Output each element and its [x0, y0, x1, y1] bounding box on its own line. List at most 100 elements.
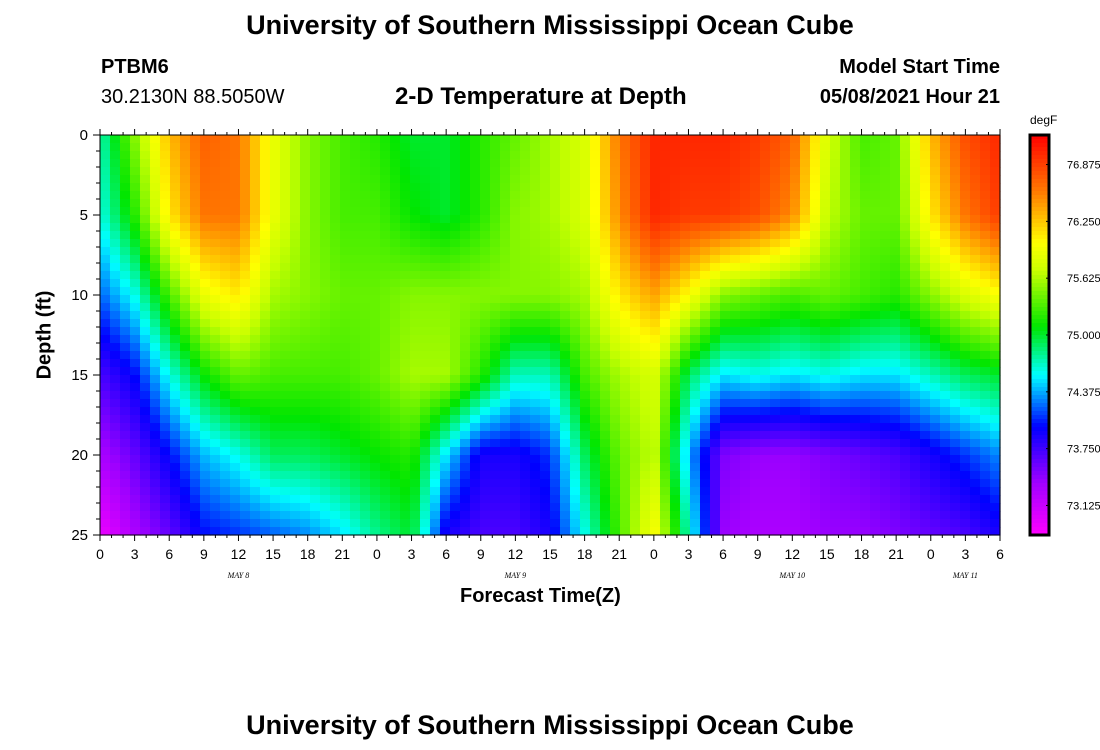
- heatmap-cell: [710, 359, 721, 368]
- heatmap-cell: [850, 247, 861, 256]
- heatmap-cell: [820, 303, 831, 312]
- heatmap-cell: [420, 439, 431, 448]
- heatmap-cell: [290, 287, 301, 296]
- heatmap-cell: [260, 287, 271, 296]
- heatmap-cell: [830, 519, 841, 528]
- heatmap-cell: [650, 375, 661, 384]
- heatmap-cell: [450, 503, 461, 512]
- heatmap-cell: [290, 455, 301, 464]
- heatmap-cell: [200, 335, 211, 344]
- heatmap-cell: [240, 351, 251, 360]
- heatmap-cell: [740, 271, 751, 280]
- heatmap-cell: [380, 471, 391, 480]
- heatmap-cell: [530, 503, 541, 512]
- heatmap-cell: [100, 487, 111, 496]
- heatmap-cell: [870, 399, 881, 408]
- heatmap-cell: [850, 255, 861, 264]
- heatmap-cell: [750, 303, 761, 312]
- heatmap-cell: [640, 255, 651, 264]
- heatmap-cell: [410, 287, 421, 296]
- heatmap-cell: [840, 359, 851, 368]
- heatmap-cell: [240, 279, 251, 288]
- heatmap-cell: [910, 279, 921, 288]
- heatmap-cell: [120, 351, 131, 360]
- heatmap-cell: [990, 423, 1001, 432]
- heatmap-cell: [130, 183, 141, 192]
- heatmap-cell: [200, 383, 211, 392]
- heatmap-cell: [700, 495, 711, 504]
- heatmap-cell: [580, 239, 591, 248]
- heatmap-cell: [210, 487, 221, 496]
- heatmap-cell: [860, 167, 871, 176]
- heatmap-cell: [420, 151, 431, 160]
- colorbar-swatch: [1030, 311, 1049, 316]
- heatmap-cell: [970, 303, 981, 312]
- heatmap-cell: [160, 215, 171, 224]
- heatmap-cell: [660, 455, 671, 464]
- heatmap-cell: [380, 231, 391, 240]
- heatmap-cell: [210, 431, 221, 440]
- heatmap-cell: [150, 319, 161, 328]
- heatmap-cell: [860, 279, 871, 288]
- heatmap-cell: [820, 151, 831, 160]
- heatmap-cell: [560, 311, 571, 320]
- heatmap-cell: [740, 423, 751, 432]
- heatmap-cell: [500, 199, 511, 208]
- colorbar-swatch: [1030, 171, 1049, 176]
- heatmap-cell: [510, 247, 521, 256]
- heatmap-cell: [120, 439, 131, 448]
- heatmap-cell: [790, 279, 801, 288]
- heatmap-cell: [710, 519, 721, 528]
- heatmap-cell: [490, 199, 501, 208]
- heatmap-cell: [290, 151, 301, 160]
- heatmap-cell: [930, 159, 941, 168]
- heatmap-cell: [540, 319, 551, 328]
- heatmap-cell: [210, 351, 221, 360]
- heatmap-cell: [450, 263, 461, 272]
- heatmap-cell: [960, 447, 971, 456]
- heatmap-cell: [770, 439, 781, 448]
- heatmap-cell: [520, 487, 531, 496]
- heatmap-cell: [420, 351, 431, 360]
- page-title: University of Southern Mississippi Ocean…: [246, 10, 854, 40]
- heatmap-cell: [260, 383, 271, 392]
- heatmap-cell: [350, 223, 361, 232]
- heatmap-cell: [810, 511, 821, 520]
- heatmap-cell: [830, 471, 841, 480]
- heatmap-cell: [700, 263, 711, 272]
- heatmap-cell: [820, 359, 831, 368]
- heatmap-cell: [940, 415, 951, 424]
- heatmap-cell: [170, 487, 181, 496]
- heatmap-cell: [370, 479, 381, 488]
- heatmap-cell: [670, 159, 681, 168]
- heatmap-cell: [560, 343, 571, 352]
- heatmap-cell: [850, 279, 861, 288]
- heatmap-cell: [630, 463, 641, 472]
- heatmap-cell: [750, 239, 761, 248]
- heatmap-cell: [140, 263, 151, 272]
- heatmap-cell: [540, 375, 551, 384]
- heatmap-cell: [170, 511, 181, 520]
- heatmap-cell: [500, 479, 511, 488]
- heatmap-cell: [520, 303, 531, 312]
- heatmap-cell: [240, 183, 251, 192]
- heatmap-cell: [480, 463, 491, 472]
- heatmap-cell: [940, 175, 951, 184]
- heatmap-cell: [350, 135, 361, 144]
- heatmap-cell: [330, 439, 341, 448]
- heatmap-cell: [530, 479, 541, 488]
- heatmap-cell: [790, 519, 801, 528]
- heatmap-cell: [950, 343, 961, 352]
- heatmap-cell: [170, 439, 181, 448]
- heatmap-cell: [280, 455, 291, 464]
- heatmap-cell: [760, 455, 771, 464]
- heatmap-cell: [600, 239, 611, 248]
- heatmap-cell: [290, 423, 301, 432]
- heatmap-cell: [420, 263, 431, 272]
- heatmap-cell: [420, 335, 431, 344]
- heatmap-cell: [340, 503, 351, 512]
- heatmap-cell: [840, 383, 851, 392]
- heatmap-cell: [920, 503, 931, 512]
- heatmap-cell: [550, 175, 561, 184]
- heatmap-cell: [900, 487, 911, 496]
